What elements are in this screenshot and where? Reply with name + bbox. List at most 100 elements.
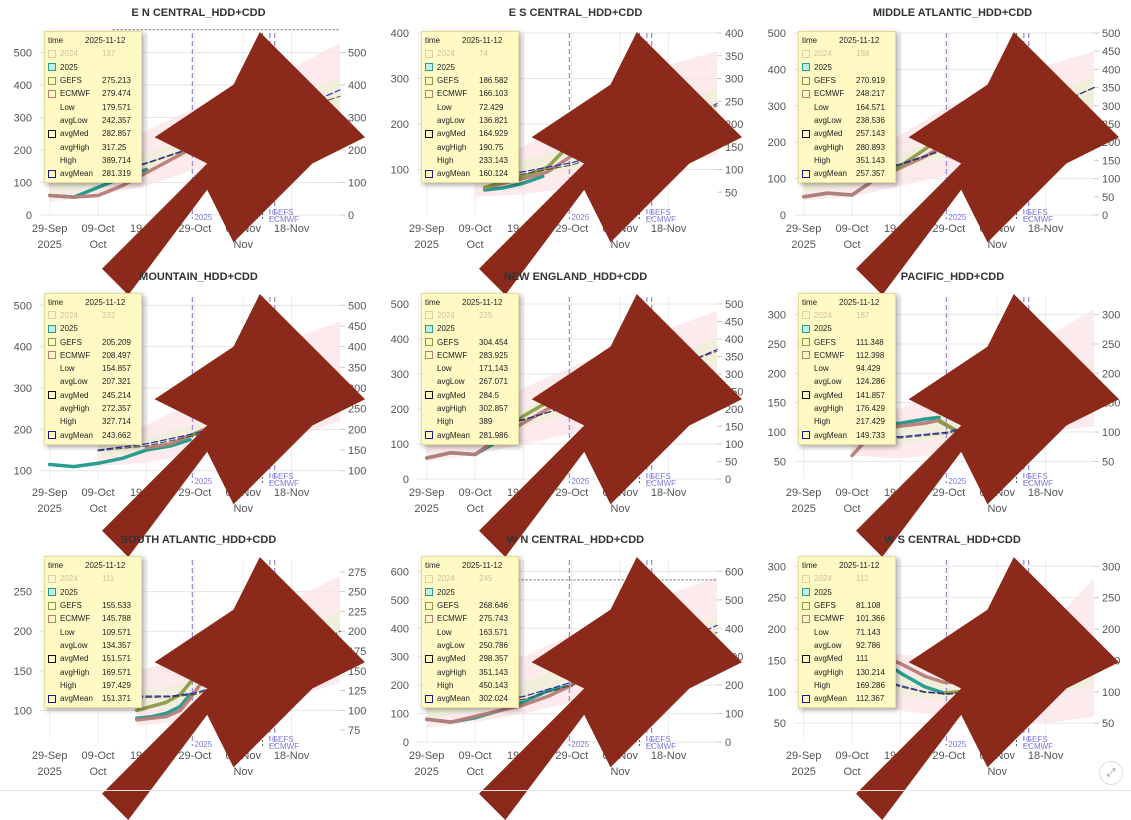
marker-label-ecmwf: ECMWF bbox=[269, 479, 299, 488]
legend-row-2025[interactable]: 2025 bbox=[802, 586, 892, 599]
legend-row-avgmed[interactable]: avgMed 141.857 bbox=[802, 389, 892, 402]
legend-row-low[interactable]: Low 71.143 bbox=[802, 625, 892, 638]
legend-row-avglow[interactable]: avgLow 242.357 bbox=[48, 114, 138, 127]
legend-row-2024[interactable]: 2024 187 bbox=[802, 309, 892, 322]
legend-row-gefs[interactable]: GEFS 270.919 bbox=[802, 74, 892, 87]
legend-row-ecmwf[interactable]: ECMWF 283.925 bbox=[425, 349, 515, 362]
legend-row-ecmwf[interactable]: ECMWF 279.474 bbox=[48, 87, 138, 100]
legend-row-ecmwf[interactable]: ECMWF 166.103 bbox=[425, 87, 515, 100]
legend-row-avgmed[interactable]: avgMed 298.357 bbox=[425, 652, 515, 665]
legend-row-low[interactable]: Low 179.571 bbox=[48, 100, 138, 113]
legend-row-avglow[interactable]: avgLow 124.286 bbox=[802, 375, 892, 388]
legend-row-avghigh[interactable]: avgHigh 351.143 bbox=[425, 665, 515, 678]
legend-row-avgmed[interactable]: avgMed 257.143 bbox=[802, 127, 892, 140]
legend-row-ecmwf[interactable]: ECMWF 112.398 bbox=[802, 349, 892, 362]
expand-button[interactable]: ⤢ bbox=[1099, 761, 1123, 785]
legend-row-avgmean[interactable]: avgMean 112.367 bbox=[802, 692, 892, 705]
legend-row-low[interactable]: Low 171.143 bbox=[425, 362, 515, 375]
legend-row-high[interactable]: High 450.143 bbox=[425, 679, 515, 692]
legend-row-avghigh[interactable]: avgHigh 190.75 bbox=[425, 140, 515, 153]
legend-row-high[interactable]: High 169.286 bbox=[802, 679, 892, 692]
legend-row-avgmean[interactable]: avgMean 160.124 bbox=[425, 167, 515, 180]
legend-row-2025[interactable]: 2025 bbox=[48, 322, 138, 335]
legend-row-low[interactable]: Low 72.429 bbox=[425, 100, 515, 113]
legend-row-avghigh[interactable]: avgHigh 272.357 bbox=[48, 402, 138, 415]
x-sublabel: Nov bbox=[987, 503, 1007, 515]
legend-row-avglow[interactable]: avgLow 250.786 bbox=[425, 639, 515, 652]
legend-row-avgmed[interactable]: avgMed 164.929 bbox=[425, 127, 515, 140]
legend-label: avgMean bbox=[437, 694, 470, 704]
y-tick-right: 200 bbox=[348, 145, 366, 157]
legend-row-high[interactable]: High 389.714 bbox=[48, 154, 138, 167]
legend-row-high[interactable]: High 197.429 bbox=[48, 679, 138, 692]
legend-row-avgmed[interactable]: avgMed 111 bbox=[802, 652, 892, 665]
legend-row-high[interactable]: High 351.143 bbox=[802, 154, 892, 167]
legend-row-avglow[interactable]: avgLow 136.821 bbox=[425, 114, 515, 127]
legend-row-2024[interactable]: 2024 187 bbox=[48, 47, 138, 60]
legend-row-avgmed[interactable]: avgMed 151.571 bbox=[48, 652, 138, 665]
legend-row-2025[interactable]: 2025 bbox=[802, 322, 892, 335]
legend-row-high[interactable]: High 217.429 bbox=[802, 415, 892, 428]
legend-row-avgmed[interactable]: avgMed 284.5 bbox=[425, 389, 515, 402]
legend-row-high[interactable]: High 327.714 bbox=[48, 415, 138, 428]
legend-row-gefs[interactable]: GEFS 81.108 bbox=[802, 599, 892, 612]
legend-row-ecmwf[interactable]: ECMWF 248.217 bbox=[802, 87, 892, 100]
legend-row-2025[interactable]: 2025 bbox=[425, 322, 515, 335]
legend-row-ecmwf[interactable]: ECMWF 101.366 bbox=[802, 612, 892, 625]
legend-row-2024[interactable]: 2024 245 bbox=[425, 572, 515, 585]
legend-row-2024[interactable]: 2024 112 bbox=[802, 572, 892, 585]
legend-row-avgmean[interactable]: avgMean 151.371 bbox=[48, 692, 138, 705]
legend-row-2024[interactable]: 2024 188 bbox=[802, 47, 892, 60]
marker-label-gefs: GEFS bbox=[1026, 208, 1048, 217]
legend-row-high[interactable]: High 233.143 bbox=[425, 154, 515, 167]
legend-row-low[interactable]: Low 163.571 bbox=[425, 625, 515, 638]
legend-row-avglow[interactable]: avgLow 238.536 bbox=[802, 114, 892, 127]
legend-row-avgmean[interactable]: avgMean 243.662 bbox=[48, 428, 138, 441]
legend-row-low[interactable]: Low 154.857 bbox=[48, 362, 138, 375]
legend-row-avgmean[interactable]: avgMean 149.733 bbox=[802, 428, 892, 441]
legend-row-2025[interactable]: 2025 bbox=[802, 61, 892, 74]
legend-row-ecmwf[interactable]: ECMWF 275.743 bbox=[425, 612, 515, 625]
legend-row-low[interactable]: Low 164.571 bbox=[802, 100, 892, 113]
legend-row-avghigh[interactable]: avgHigh 317.25 bbox=[48, 140, 138, 153]
legend-row-avgmean[interactable]: avgMean 281.319 bbox=[48, 167, 138, 180]
legend-row-gefs[interactable]: GEFS 268.646 bbox=[425, 599, 515, 612]
legend-row-gefs[interactable]: GEFS 111.348 bbox=[802, 335, 892, 348]
legend-row-2024[interactable]: 2024 111 bbox=[48, 572, 138, 585]
legend-row-avgmean[interactable]: avgMean 302.024 bbox=[425, 692, 515, 705]
legend-row-ecmwf[interactable]: ECMWF 208.497 bbox=[48, 349, 138, 362]
legend-row-avghigh[interactable]: avgHigh 302.857 bbox=[425, 402, 515, 415]
legend-row-avglow[interactable]: avgLow 207.321 bbox=[48, 375, 138, 388]
legend-row-low[interactable]: Low 94.429 bbox=[802, 362, 892, 375]
legend-label: time bbox=[802, 36, 818, 46]
legend-row-avghigh[interactable]: avgHigh 130.214 bbox=[802, 665, 892, 678]
legend-row-low[interactable]: Low 109.571 bbox=[48, 625, 138, 638]
legend-row-gefs[interactable]: GEFS 275.213 bbox=[48, 74, 138, 87]
legend-row-2025[interactable]: 2025 bbox=[48, 586, 138, 599]
legend-row-ecmwf[interactable]: ECMWF 145.788 bbox=[48, 612, 138, 625]
legend-row-gefs[interactable]: GEFS 155.533 bbox=[48, 599, 138, 612]
legend-row-gefs[interactable]: GEFS 186.582 bbox=[425, 74, 515, 87]
legend-row-gefs[interactable]: GEFS 205.209 bbox=[48, 335, 138, 348]
legend-row-avgmed[interactable]: avgMed 245.214 bbox=[48, 389, 138, 402]
legend-row-avgmed[interactable]: avgMed 282.857 bbox=[48, 127, 138, 140]
legend-row-gefs[interactable]: GEFS 304.454 bbox=[425, 335, 515, 348]
legend-row-2025[interactable]: 2025 bbox=[425, 61, 515, 74]
legend-row-avghigh[interactable]: avgHigh 176.429 bbox=[802, 402, 892, 415]
legend-row-avglow[interactable]: avgLow 92.786 bbox=[802, 639, 892, 652]
legend-row-2025[interactable]: 2025 bbox=[48, 61, 138, 74]
legend-row-avghigh[interactable]: avgHigh 280.893 bbox=[802, 140, 892, 153]
legend-row-avglow[interactable]: avgLow 267.071 bbox=[425, 375, 515, 388]
legend-row-high[interactable]: High 389 bbox=[425, 415, 515, 428]
x-sublabel: 2025 bbox=[414, 503, 438, 515]
legend-row-avglow[interactable]: avgLow 134.357 bbox=[48, 639, 138, 652]
legend-row-2024[interactable]: 2024 225 bbox=[425, 309, 515, 322]
legend-swatch-icon bbox=[48, 311, 56, 320]
legend-row-avgmean[interactable]: avgMean 281.986 bbox=[425, 428, 515, 441]
legend-row-2025[interactable]: 2025 bbox=[425, 586, 515, 599]
legend-label: High bbox=[814, 417, 831, 427]
legend-row-2024[interactable]: 2024 332 bbox=[48, 309, 138, 322]
legend-row-2024[interactable]: 2024 74 bbox=[425, 47, 515, 60]
legend-row-avghigh[interactable]: avgHigh 169.571 bbox=[48, 665, 138, 678]
legend-row-avgmean[interactable]: avgMean 257.357 bbox=[802, 167, 892, 180]
